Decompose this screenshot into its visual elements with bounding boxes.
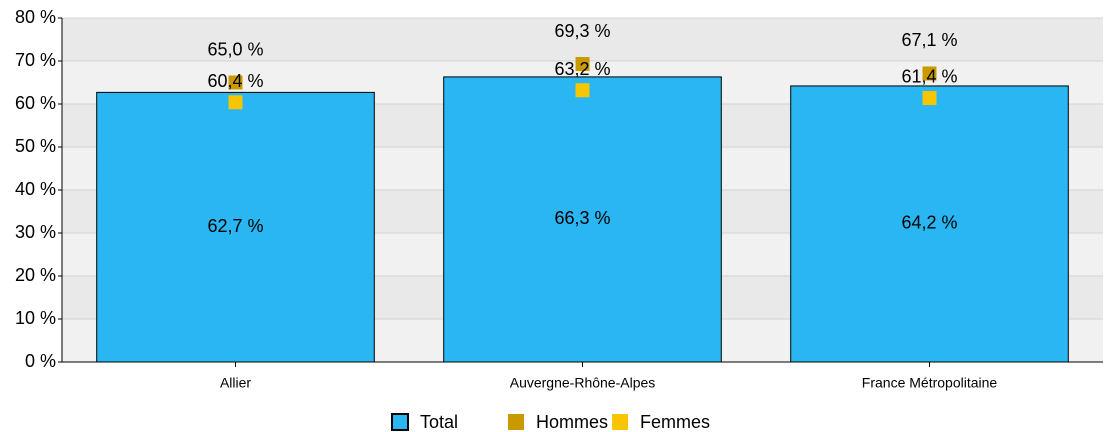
legend-swatch — [508, 414, 525, 430]
y-tick-label: 10 % — [15, 308, 56, 328]
data-label: 60,4 % — [207, 71, 263, 91]
y-tick-label: 60 % — [15, 93, 56, 113]
legend-swatch — [612, 414, 629, 430]
data-label: 65,0 % — [207, 39, 263, 59]
x-tick-label: France Métropolitaine — [862, 375, 998, 391]
point — [922, 66, 937, 81]
bar — [790, 85, 1069, 363]
data-label: 64,2 % — [901, 213, 957, 233]
y-tick-label: 20 % — [15, 265, 56, 285]
y-tick-label: 80 % — [15, 7, 56, 27]
plot-band — [62, 18, 1103, 61]
y-tick-label: 70 % — [15, 50, 56, 70]
data-label: 63,2 % — [554, 59, 610, 79]
y-tick-label: 30 % — [15, 222, 56, 242]
data-label: 69,3 % — [554, 21, 610, 41]
x-tick-label: Allier — [220, 375, 251, 391]
bar — [96, 91, 375, 363]
point — [922, 90, 937, 105]
y-tick-label: 40 % — [15, 179, 56, 199]
point — [575, 57, 590, 72]
bar — [443, 76, 722, 363]
data-label: 61,4 % — [901, 67, 957, 87]
data-label: 62,7 % — [207, 216, 263, 236]
legend-swatch — [391, 413, 409, 431]
legend-label: Femmes — [640, 412, 710, 432]
y-tick-label: 50 % — [15, 136, 56, 156]
legend-label: Total — [420, 412, 458, 432]
x-tick-label: Auvergne-Rhône-Alpes — [510, 375, 656, 391]
point — [228, 75, 243, 90]
legend-label: Hommes — [536, 412, 608, 432]
point — [575, 83, 590, 98]
data-label: 66,3 % — [554, 208, 610, 228]
data-label: 67,1 % — [901, 30, 957, 50]
point — [228, 95, 243, 110]
y-tick-label: 0 % — [25, 351, 56, 371]
